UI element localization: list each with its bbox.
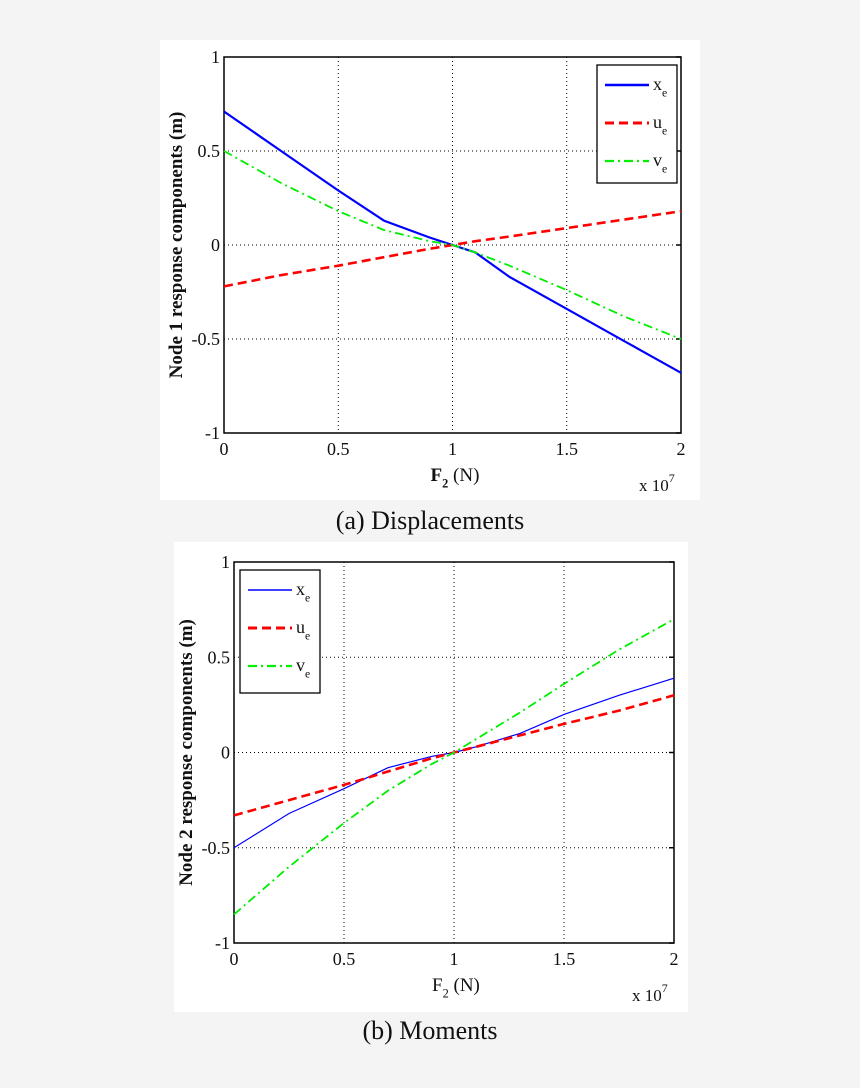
y-axis-label: Node 1 response components (m)	[166, 112, 187, 379]
legend-label-ve: ve	[653, 150, 667, 175]
x-tick-label: 1	[450, 949, 459, 969]
x-tick-label: 2	[670, 949, 679, 969]
y-axis-label: Node 2 response components (m)	[176, 619, 197, 886]
x-tick-label: 1.5	[553, 949, 576, 969]
x-tick-label: 0.5	[333, 949, 356, 969]
x-tick-label: 0	[220, 439, 229, 459]
y-tick-label: 1	[221, 552, 230, 572]
x-axis-label: F2 (N)	[432, 975, 480, 1001]
chart-moments: 0 0.5 1 1.5 2 1 0.5 0 -0.5 -1 xe ue ve F2 (N) x 107 Nod…	[176, 552, 679, 1005]
legend-label-ve: ve	[296, 655, 310, 680]
x-axis-label: F2 (N)	[431, 465, 480, 491]
series-line-ve	[233, 618, 675, 916]
legend-label-ue: ue	[653, 112, 667, 137]
y-tick-label: 1	[211, 47, 220, 67]
y-tick-label: 0.5	[198, 141, 221, 161]
series-line-ue	[223, 209, 682, 288]
x-tick-label: 1.5	[556, 439, 579, 459]
x-tick-label: 0.5	[327, 439, 350, 459]
chart-displacements: 0 0.5 1 1.5 2 1 0.5 0 -0.5 -1 xe ue ve F2 (N) x 107 Nod…	[166, 47, 686, 495]
series-line-ve	[223, 150, 682, 340]
y-tick-label: 0.5	[208, 647, 231, 667]
y-tick-label: -1	[215, 933, 230, 953]
y-tick-label: -0.5	[202, 838, 231, 858]
chart-panel-displacements: 0 0.5 1 1.5 2 1 0.5 0 -0.5 -1 xe ue ve F2 (N) x 107 Nod…	[160, 40, 700, 500]
plot-area-frame	[233, 561, 675, 944]
caption-displacements: (a) Displacements	[335, 506, 525, 535]
series-line-ue	[233, 694, 675, 817]
chart-panel-moments: 0 0.5 1 1.5 2 1 0.5 0 -0.5 -1 xe ue ve F2 (N) x 107 Nod…	[174, 542, 688, 1012]
legend-label-xe: xe	[653, 74, 667, 99]
x-tick-label: 1	[448, 439, 457, 459]
x-tick-label: 0	[230, 949, 239, 969]
caption-moments: (b) Moments	[362, 1016, 498, 1045]
plot-area-frame	[223, 56, 682, 434]
y-tick-label: 0	[211, 235, 220, 255]
legend-label-xe: xe	[296, 579, 310, 604]
x-tick-label: 2	[677, 439, 686, 459]
x-axis-multiplier: x 107	[632, 981, 668, 1005]
y-tick-label: 0	[221, 743, 230, 763]
x-axis-multiplier: x 107	[639, 471, 675, 495]
legend-label-ue: ue	[296, 617, 310, 642]
y-tick-label: -0.5	[192, 329, 221, 349]
y-tick-label: -1	[205, 423, 220, 443]
